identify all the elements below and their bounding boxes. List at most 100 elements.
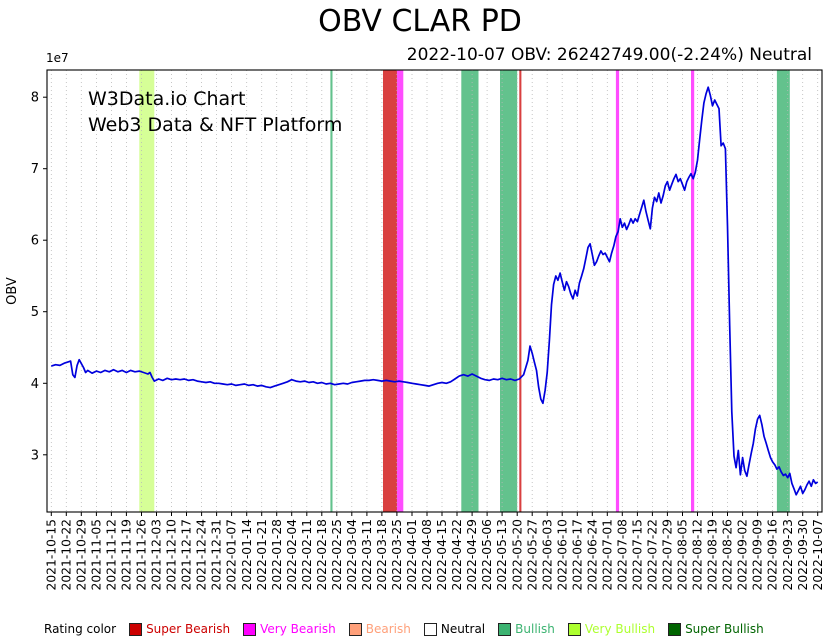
y-axis-label: OBV [5, 277, 20, 305]
x-tick-label: 2022-05-13 [495, 519, 509, 590]
axis-ticks [43, 96, 819, 516]
x-tick-label: 2021-11-26 [135, 519, 149, 591]
legend-item-label: Neutral [440, 622, 486, 636]
x-tick-label: 2022-09-16 [766, 519, 780, 591]
chart-title: OBV CLAR PD [318, 4, 522, 39]
rating-bands [139, 70, 790, 512]
x-tick-label: 2022-02-25 [330, 519, 344, 590]
y-tick-label: 8 [31, 91, 39, 106]
x-tick-label: 2021-10-15 [44, 519, 58, 590]
legend-items: Super Bearish Very Bearish Bearish Neutral B… [129, 622, 764, 636]
legend-item-label: Super Bearish [146, 622, 231, 636]
x-tick-label: 2022-01-21 [255, 519, 269, 590]
rating-band-bullish [330, 70, 333, 512]
x-tick-label: 2021-11-19 [119, 519, 133, 590]
watermark-line1: W3Data.io Chart [88, 88, 245, 110]
x-tick-label: 2021-12-31 [210, 519, 224, 590]
x-tick-label: 2022-07-01 [600, 519, 614, 590]
legend-swatch [129, 622, 143, 636]
x-tick-label: 2022-05-06 [480, 519, 494, 591]
x-tick-label: 2022-08-26 [721, 519, 735, 591]
legend-item-label: Super Bullish [685, 622, 764, 636]
legend-swatch [423, 622, 437, 636]
legend-swatch [668, 622, 682, 636]
rating-band-bullish [461, 70, 479, 512]
rating-legend: Rating color Super Bearish Very Bearish Be… [44, 622, 764, 636]
rating-band-very_bullish [139, 70, 155, 512]
rating-band-very_bearish [396, 70, 404, 512]
x-tick-label: 2022-10-07 [811, 519, 825, 590]
legend-item-label: Very Bullish [584, 622, 656, 636]
obv-line [51, 86, 819, 496]
x-tick-label: 2022-06-24 [585, 519, 599, 591]
y-axis-offset-text: 1e7 [46, 51, 69, 65]
legend-item: Super Bearish [129, 622, 230, 636]
legend-item: Bearish [348, 622, 411, 636]
x-tick-label: 2022-02-18 [315, 519, 329, 590]
legend-item-label: Bullish [515, 622, 555, 636]
x-tick-label: 2022-01-28 [270, 519, 284, 590]
plot-border [46, 69, 823, 513]
rating-band-super_bearish [519, 70, 522, 512]
legend-item: Very Bearish [243, 622, 336, 636]
legend-item: Neutral [423, 622, 486, 636]
x-tick-label: 2022-05-20 [510, 519, 524, 590]
x-tick-label: 2022-02-04 [285, 519, 299, 591]
x-tick-label: 2022-03-11 [360, 519, 374, 590]
x-tick-label: 2021-10-29 [74, 519, 88, 590]
legend-item: Super Bullish [668, 622, 764, 636]
x-tick-labels: 2021-10-15 2021-10-22 2021-10-29 2021-11-05… [44, 519, 824, 591]
x-tick-label: 2022-02-11 [300, 519, 314, 590]
x-tick-label: 2022-01-07 [225, 519, 239, 590]
watermark-line2: Web3 Data & NFT Platform [88, 114, 342, 136]
x-tick-label: 2022-03-18 [375, 519, 389, 590]
x-tick-label: 2022-04-22 [450, 519, 464, 590]
x-tick-label: 2021-12-17 [180, 519, 194, 590]
legend-item-label: Very Bearish [260, 622, 336, 636]
x-tick-label: 2022-08-19 [706, 519, 720, 590]
legend-swatch [243, 622, 257, 636]
rating-band-bullish [500, 70, 518, 512]
x-tick-label: 2022-07-22 [645, 519, 659, 590]
y-tick-labels: 3 4 5 6 7 8 [31, 91, 39, 464]
x-tick-label: 2022-06-03 [540, 519, 554, 590]
x-tick-label: 2022-04-01 [405, 519, 419, 590]
rating-band-very_bearish [615, 70, 620, 512]
x-tick-label: 2022-01-14 [240, 519, 254, 591]
legend-swatch [498, 622, 512, 636]
legend-item: Bullish [498, 622, 555, 636]
x-tick-label: 2021-12-10 [165, 519, 179, 590]
obv-chart-canvas: 2021-10-15 2021-10-22 2021-10-29 2021-11-05… [5, 51, 825, 591]
y-tick-label: 7 [31, 162, 39, 177]
y-tick-label: 5 [31, 305, 39, 320]
y-tick-label: 6 [31, 234, 39, 249]
x-tick-label: 2021-10-22 [59, 519, 73, 590]
x-tick-label: 2022-06-17 [570, 519, 584, 590]
x-tick-label: 2022-04-29 [465, 519, 479, 590]
x-tick-label: 2022-09-30 [796, 519, 810, 590]
x-tick-label: 2022-03-04 [345, 519, 359, 591]
legend-swatch [348, 622, 362, 636]
y-tick-label: 4 [31, 377, 39, 392]
legend-item-label: Bearish [365, 622, 411, 636]
legend-label: Rating color [44, 622, 117, 636]
x-tick-label: 2022-04-15 [435, 519, 449, 590]
x-tick-label: 2022-04-08 [420, 519, 434, 590]
rating-band-bullish [776, 70, 790, 512]
x-tick-label: 2022-08-12 [691, 519, 705, 590]
x-tick-label: 2022-07-29 [660, 519, 674, 590]
x-tick-label: 2022-08-05 [676, 519, 690, 590]
x-tick-label: 2021-11-12 [104, 519, 118, 590]
x-tick-label: 2022-09-02 [736, 519, 750, 590]
x-tick-label: 2022-07-15 [630, 519, 644, 590]
x-tick-label: 2022-09-23 [781, 519, 795, 590]
x-tick-label: 2022-05-27 [525, 519, 539, 590]
legend-item: Very Bullish [567, 622, 656, 636]
x-tick-label: 2022-09-09 [751, 519, 765, 590]
legend-swatch [567, 622, 581, 636]
gridlines [50, 70, 819, 512]
x-tick-label: 2022-07-08 [615, 519, 629, 590]
rating-band-very_bearish [691, 70, 695, 512]
x-tick-label: 2021-12-24 [195, 519, 209, 591]
